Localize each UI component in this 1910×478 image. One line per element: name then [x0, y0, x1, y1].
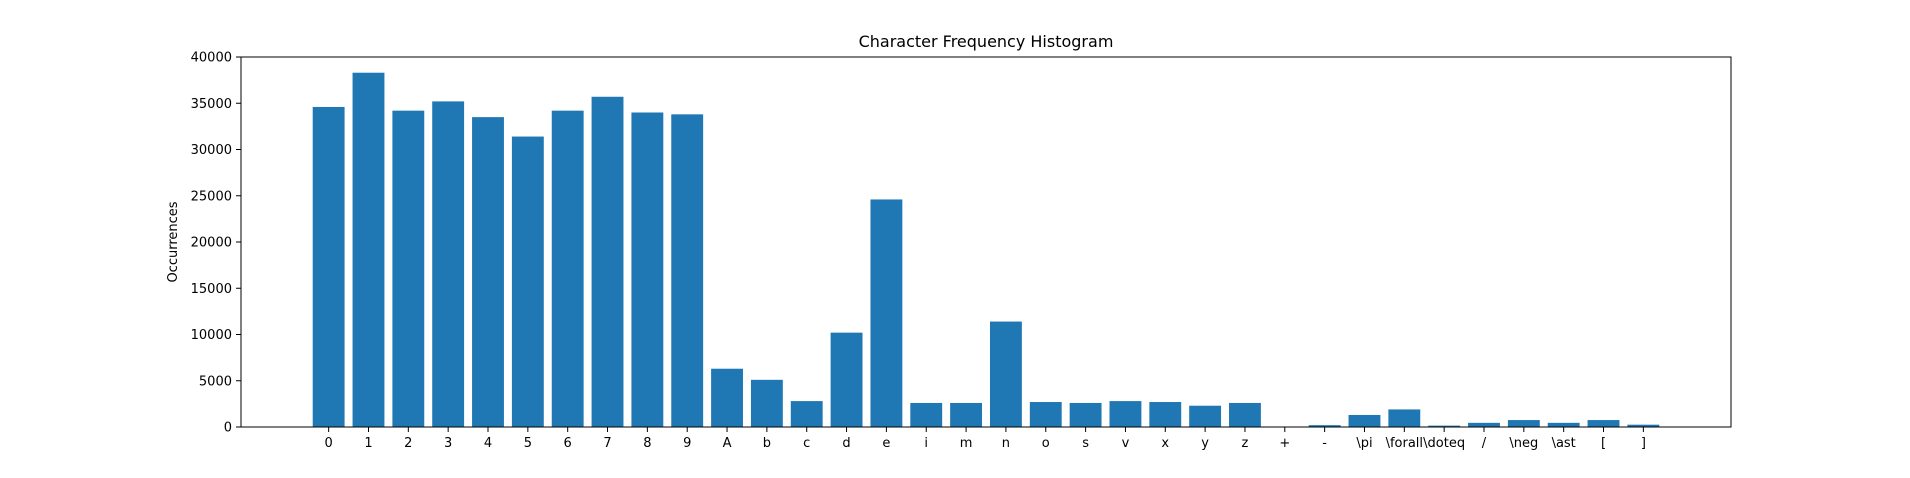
x-tick-label: m: [960, 436, 973, 451]
x-tick-label: 5: [524, 436, 532, 451]
y-tick-label: 30000: [191, 143, 232, 158]
bar-6: [551, 110, 584, 428]
x-tick-label: d: [842, 436, 850, 451]
x-tick-label: -: [1322, 436, 1327, 451]
bar-18: [1029, 402, 1062, 427]
bar-14: [870, 199, 903, 427]
x-tick-label: 1: [364, 436, 372, 451]
bar-13: [830, 332, 863, 427]
x-tick-label: i: [924, 436, 928, 451]
x-tick-label: ]: [1641, 436, 1646, 451]
bar-16: [950, 402, 983, 427]
x-tick-label: A: [723, 436, 732, 451]
x-tick-label: \ast: [1552, 436, 1576, 451]
bar-17: [989, 321, 1022, 427]
bar-10: [711, 368, 743, 427]
x-tick-label: 0: [325, 436, 333, 451]
x-tick-label: \forall: [1386, 436, 1423, 451]
bar-22: [1189, 405, 1222, 427]
x-tick-label: z: [1242, 436, 1249, 451]
bar-15: [910, 402, 943, 427]
x-tick-label: y: [1201, 436, 1209, 451]
x-tick-label: [: [1601, 436, 1606, 451]
x-tick-label: \doteq: [1423, 436, 1465, 451]
x-tick-label: +: [1279, 436, 1290, 451]
x-tick-label: n: [1002, 436, 1010, 451]
x-tick-label: e: [882, 436, 890, 451]
bar-30: [1507, 420, 1540, 427]
bar-19: [1069, 402, 1102, 427]
bar-27: [1388, 409, 1421, 427]
y-tick-label: 25000: [191, 189, 232, 204]
x-tick-label: 6: [564, 436, 572, 451]
bar-26: [1348, 414, 1381, 427]
x-tick-label: 2: [404, 436, 412, 451]
bars-group: [312, 72, 1660, 428]
bar-2: [392, 110, 425, 428]
bar-0: [312, 106, 345, 427]
x-tick-label: /: [1482, 436, 1487, 451]
bar-29: [1468, 422, 1500, 427]
y-tick-label: 15000: [191, 282, 232, 297]
bar-3: [432, 101, 465, 428]
bar-33: [1627, 424, 1660, 427]
bar-21: [1149, 402, 1182, 427]
bar-31: [1547, 422, 1580, 427]
bar-1: [352, 72, 385, 427]
y-tick-label: 20000: [191, 236, 232, 251]
x-tick-label: o: [1042, 436, 1050, 451]
bar-12: [790, 401, 823, 427]
y-tick-label: 0: [224, 421, 232, 436]
y-axis-ticks: 0 5000 10000 15000 20000 25000 30000 35000 40000: [191, 51, 241, 436]
bar-11: [750, 379, 783, 427]
x-tick-label: 7: [603, 436, 611, 451]
x-tick-label: \pi: [1356, 436, 1372, 451]
x-tick-label: x: [1161, 436, 1169, 451]
y-tick-label: 35000: [191, 97, 232, 112]
bar-8: [631, 112, 664, 427]
x-tick-label: 8: [643, 436, 651, 451]
x-tick-label: \neg: [1509, 436, 1538, 451]
y-tick-label: 40000: [191, 51, 232, 66]
bar-4: [472, 117, 504, 427]
chart-title: Character Frequency Histogram: [859, 32, 1114, 51]
bar-28: [1428, 425, 1461, 427]
x-tick-label: c: [803, 436, 810, 451]
bar-32: [1587, 420, 1620, 427]
bar-7: [591, 96, 624, 428]
x-tick-label: 9: [683, 436, 691, 451]
x-tick-label: 3: [444, 436, 452, 451]
y-axis-label: Occurrences: [166, 201, 181, 282]
bar-9: [671, 114, 704, 427]
y-tick-label: 5000: [199, 374, 232, 389]
bar-5: [511, 136, 544, 428]
x-tick-label: b: [763, 436, 771, 451]
x-tick-label: v: [1122, 436, 1130, 451]
x-tick-label: s: [1082, 436, 1089, 451]
y-tick-label: 10000: [191, 328, 232, 343]
x-tick-label: 4: [484, 436, 492, 451]
bar-23: [1229, 402, 1261, 427]
bar-20: [1109, 401, 1142, 427]
plot-frame: [240, 56, 1732, 428]
bar-25: [1308, 425, 1341, 427]
